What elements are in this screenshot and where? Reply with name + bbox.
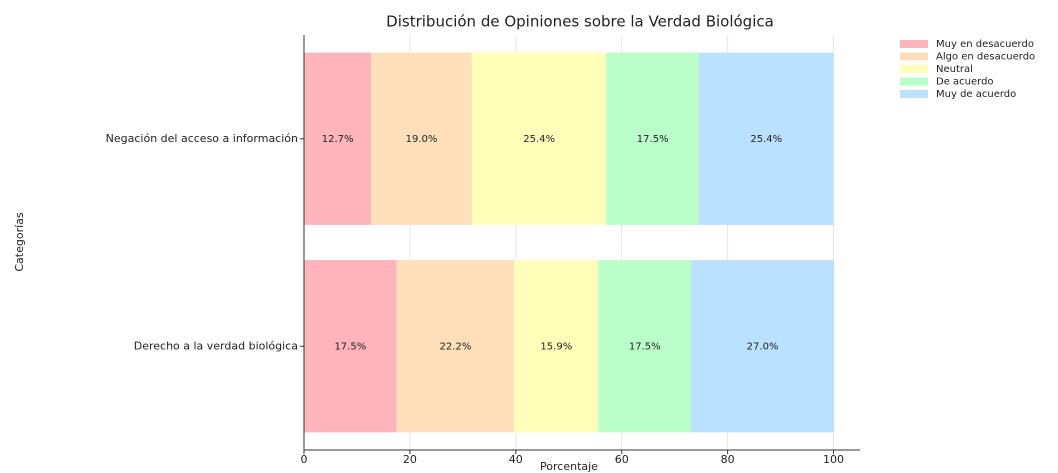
legend-label: Muy de acuerdo	[936, 89, 1016, 100]
x-tick-label: 80	[721, 453, 735, 466]
x-tick-label: 40	[509, 453, 523, 466]
legend-swatch	[900, 40, 928, 48]
bar-segment	[699, 52, 834, 225]
y-tick-label: Negación del acceso a información	[106, 132, 298, 145]
legend-swatch	[900, 65, 928, 73]
data-label: 15.9%	[540, 341, 572, 352]
x-tick-label: 60	[615, 453, 629, 466]
x-tick-label: 20	[403, 453, 417, 466]
y-tick-label: Derecho a la verdad biológica	[134, 339, 298, 352]
bar-segment	[304, 260, 397, 433]
chart-title: Distribución de Opiniones sobre la Verda…	[386, 13, 774, 31]
legend-swatch	[900, 90, 928, 98]
data-label: 25.4%	[750, 134, 782, 145]
data-label: 27.0%	[747, 341, 779, 352]
bar-segment	[514, 260, 599, 433]
legend-label: De acuerdo	[936, 77, 994, 88]
data-label: 17.5%	[334, 341, 366, 352]
data-label: 17.5%	[637, 134, 669, 145]
data-label: 12.7%	[322, 134, 354, 145]
y-axis-label: Categorías	[13, 212, 26, 272]
bar-segment	[396, 260, 515, 433]
bar-segment	[304, 52, 372, 225]
data-label: 17.5%	[629, 341, 661, 352]
bar-segment	[691, 260, 835, 433]
bar-segment	[598, 260, 692, 433]
legend-label: Muy en desacuerdo	[936, 39, 1034, 50]
legend-label: Algo en desacuerdo	[936, 52, 1035, 63]
bar-segment	[471, 52, 607, 225]
data-label: 25.4%	[523, 134, 555, 145]
data-label: 19.0%	[406, 134, 438, 145]
x-tick-label: 100	[823, 453, 844, 466]
data-label: 22.2%	[440, 341, 472, 352]
legend-swatch	[900, 52, 928, 61]
bar-segment	[371, 52, 472, 225]
legend-label: Neutral	[936, 64, 973, 75]
x-tick-label: 0	[301, 453, 308, 466]
bar-segment	[606, 52, 700, 225]
x-axis-label: Porcentaje	[540, 460, 598, 473]
legend-swatch	[900, 77, 928, 86]
